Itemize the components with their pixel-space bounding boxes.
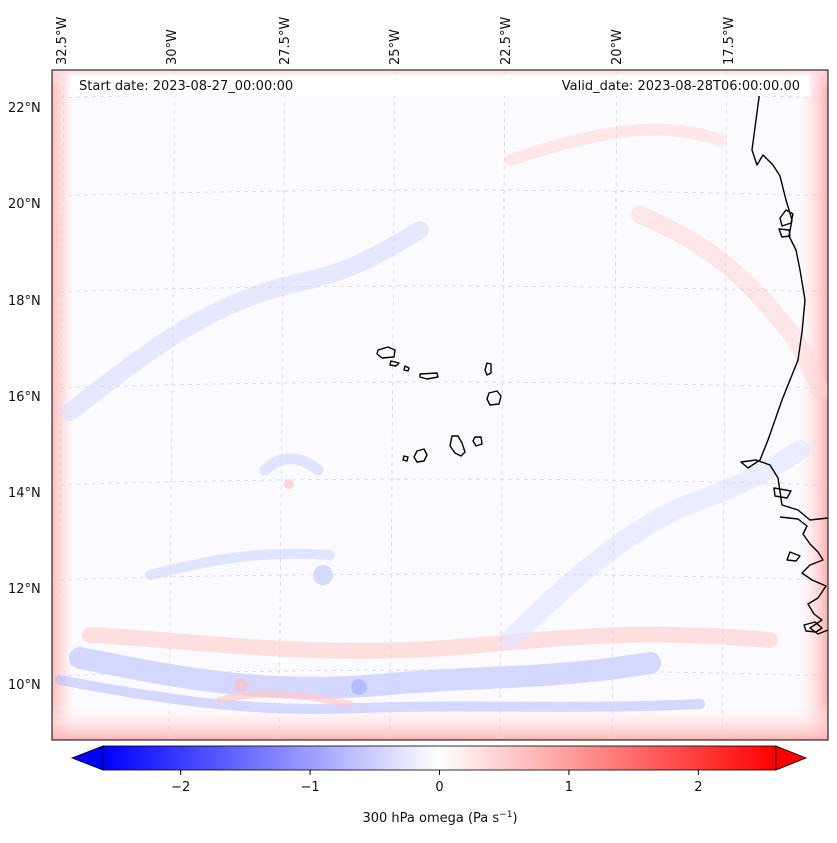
southern-red-streak: [216, 690, 354, 708]
west-blue-streak: [145, 548, 335, 580]
island-sal: [484, 362, 492, 376]
southern-blue-band: [69, 647, 661, 699]
latitude-label-20n: 20°N: [8, 197, 41, 212]
northwest-blue-band: [61, 221, 429, 421]
northeast-red-swath: [631, 206, 828, 399]
graticule-lat-20n: [52, 189, 828, 197]
blue-cell: [313, 565, 333, 585]
latitude-label-18n: 18°N: [8, 294, 41, 309]
date-label-background: [70, 75, 810, 96]
latitude-label-16n: 16°N: [8, 390, 41, 405]
colorbar-tick-labels: −2 −1 0 1 2: [171, 780, 702, 795]
colorbar-ticks: [180, 770, 699, 775]
graticule-lat-14n: [52, 478, 828, 486]
southern-red-band: [82, 626, 778, 659]
longitude-label-20w: 20°W: [610, 29, 625, 65]
small-red-cell: [234, 678, 248, 692]
small-blue-cell: [351, 679, 367, 695]
colorbar-title-suffix: ): [512, 811, 517, 826]
north-red-streak: [504, 123, 726, 166]
coastal-island-north: [779, 209, 794, 227]
longitude-label-22-5w: 22.5°W: [499, 17, 514, 65]
colorbar-tick-label-minus-2: −2: [171, 780, 190, 795]
longitude-label-17-5w: 17.5°W: [722, 17, 737, 65]
latitude-label-10n: 10°N: [8, 678, 41, 693]
graticule-lat-18n: [52, 285, 828, 293]
island-fogo: [413, 448, 428, 463]
colorbar-high-extension: [775, 745, 808, 771]
coastal-island-far-south: [803, 621, 823, 633]
longitude-label-30w: 30°W: [165, 29, 180, 65]
senegal-guinea-coastline: [779, 516, 828, 635]
longitude-label-32-5w: 32.5°W: [55, 17, 70, 65]
coastal-island-north-small: [778, 228, 791, 238]
latitude-labels: 22°N 20°N 18°N 16°N 14°N 12°N 10°N: [8, 101, 41, 693]
island-sao-nicolau: [419, 372, 439, 380]
colorbar-title: 300 hPa omega (Pa s−1): [362, 810, 517, 826]
island-brava: [402, 455, 409, 462]
valid-date-label: Valid_date: 2023-08-28T06:00:00.00: [562, 79, 800, 94]
graticule-lat-10n: [52, 669, 828, 677]
southeast-blue-swath: [500, 440, 810, 650]
island-sao-vicente: [389, 360, 400, 367]
colorbar-title-main: 300 hPa omega (Pa s: [362, 811, 499, 826]
graticule-lat-12n: [52, 573, 828, 581]
colorbar: −2 −1 0 1 2 300 hPa omega (Pa s−1): [70, 745, 808, 826]
southern-strong-blue-streak: [55, 675, 705, 714]
longitude-label-25w: 25°W: [388, 29, 403, 65]
map-frame: [51, 69, 829, 741]
colorbar-low-extension: [70, 745, 104, 771]
longitude-label-27-5w: 27.5°W: [278, 17, 293, 65]
central-blue-curl: [259, 453, 324, 476]
island-santa-luzia: [403, 365, 410, 372]
map-plot-area: Start date: 2023-08-27_00:00:00 Valid_da…: [52, 70, 828, 740]
tiny-red-cell: [284, 479, 294, 489]
latitude-label-14n: 14°N: [8, 486, 41, 501]
start-date-label: Start date: 2023-08-27_00:00:00: [79, 79, 293, 94]
colorbar-tick-label-0: 0: [435, 780, 443, 795]
latitude-label-22n: 22°N: [8, 101, 41, 116]
colorbar-scale: [102, 745, 777, 771]
graticule-lat-16n: [52, 381, 828, 389]
island-santiago: [449, 435, 466, 457]
west-africa-coastline: [740, 89, 828, 521]
colorbar-title-superscript: −1: [499, 810, 512, 820]
colorbar-tick-label-2: 2: [694, 780, 702, 795]
colorbar-tick-label-minus-1: −1: [300, 780, 319, 795]
island-santo-antao: [376, 346, 396, 359]
colorbar-tick-label-1: 1: [565, 780, 573, 795]
island-boa-vista: [486, 390, 502, 406]
coastal-island-south: [786, 551, 801, 562]
island-maio: [472, 436, 483, 447]
right-red-boundary-band: [796, 70, 828, 740]
coastal-island-gambia: [773, 487, 792, 499]
longitude-labels: 32.5°W 30°W 27.5°W 25°W 22.5°W 20°W 17.5…: [55, 17, 737, 65]
latitude-label-12n: 12°N: [8, 582, 41, 597]
bottom-red-boundary-band: [52, 702, 828, 740]
coastlines: [376, 89, 828, 635]
